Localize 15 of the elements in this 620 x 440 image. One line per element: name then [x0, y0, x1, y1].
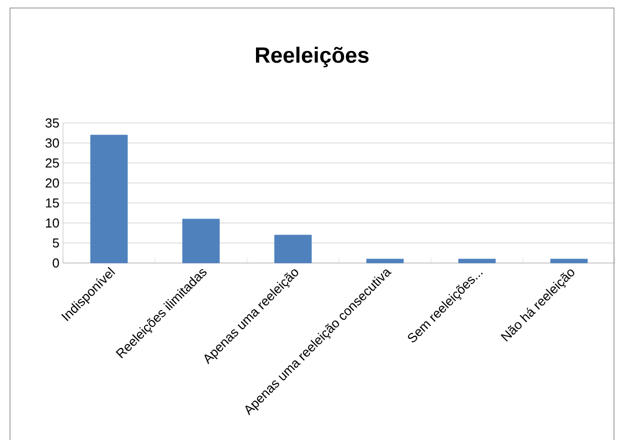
- y-tick-label: 35: [46, 118, 59, 128]
- chart-title: Reeleições: [256, 46, 369, 68]
- y-tick-label: 0: [52, 258, 59, 268]
- y-tick-label: 25: [46, 158, 59, 168]
- bar: [90, 134, 128, 264]
- bar: [458, 258, 496, 264]
- y-tick-label: 10: [46, 218, 59, 228]
- y-tick-label: 15: [46, 198, 59, 208]
- y-tick-label: 5: [52, 238, 59, 248]
- y-tick-label: 30: [46, 138, 59, 148]
- bar: [550, 258, 588, 264]
- bar: [182, 218, 220, 264]
- bar: [366, 258, 404, 264]
- bar: [274, 234, 312, 264]
- y-tick-label: 20: [46, 178, 59, 188]
